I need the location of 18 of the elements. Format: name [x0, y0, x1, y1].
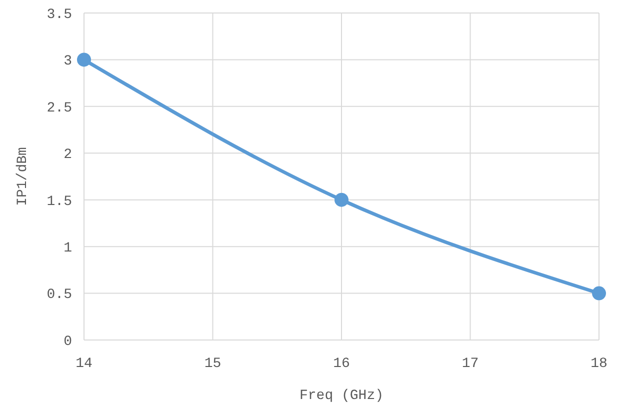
x-tick-label: 15	[204, 356, 222, 372]
y-tick-label: 2.5	[46, 100, 72, 116]
y-tick-label: 1	[64, 240, 72, 256]
y-axis-title: IP1/dBm	[15, 147, 31, 206]
x-axis-title: Freq (GHz)	[299, 388, 384, 404]
x-tick-label: 16	[333, 356, 350, 372]
y-tick-label: 3.5	[46, 6, 72, 23]
y-tick-label: 0	[64, 334, 72, 350]
y-tick-label: 3	[64, 54, 72, 70]
y-tick-label: 0.5	[46, 287, 72, 304]
x-tick-label: 17	[462, 356, 479, 372]
point	[592, 286, 606, 300]
x-tick-label: 18	[590, 356, 608, 372]
x-tick-label: 14	[76, 356, 92, 372]
point	[334, 192, 348, 207]
point	[77, 52, 91, 67]
y-tick-label: 1.5	[46, 194, 72, 210]
y-tick-label: 2	[64, 147, 72, 164]
